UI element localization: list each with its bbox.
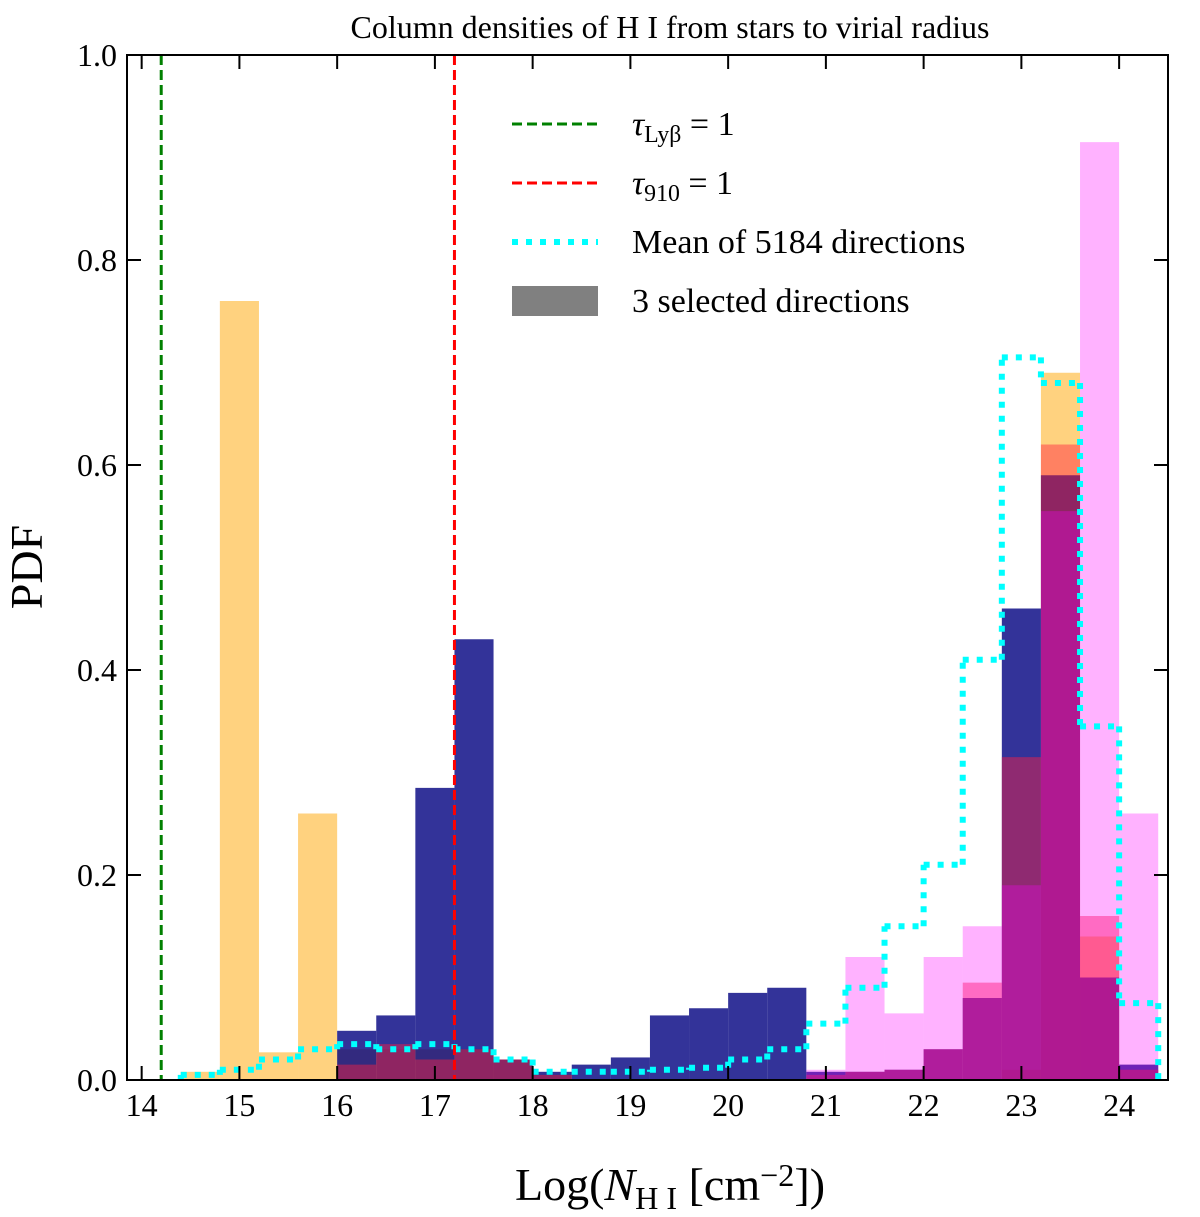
text-part: 3 selected directions bbox=[632, 283, 910, 320]
histogram-bar bbox=[298, 813, 338, 1080]
x-tick-label: 24 bbox=[1103, 1087, 1135, 1123]
y-tick-label: 1.0 bbox=[77, 37, 117, 73]
x-tick-label: 20 bbox=[712, 1087, 744, 1123]
y-tick-label: 0.2 bbox=[77, 857, 117, 893]
histogram-bar bbox=[845, 1071, 885, 1080]
histogram-bar bbox=[962, 998, 1002, 1080]
text-part: τ bbox=[632, 165, 646, 202]
text-part: ]) bbox=[794, 1159, 825, 1210]
x-tick-label: 18 bbox=[517, 1087, 549, 1123]
histogram-bar bbox=[1001, 608, 1041, 1080]
histogram-bar bbox=[1080, 916, 1120, 1080]
legend-label: Mean of 5184 directions bbox=[632, 224, 965, 261]
histogram-bar bbox=[219, 301, 259, 1080]
histogram-bar bbox=[1119, 1069, 1159, 1080]
histogram-bar bbox=[337, 1030, 377, 1080]
legend-label: τLyβ = 1 bbox=[632, 106, 735, 148]
text-part: Column densities of H I from stars to vi… bbox=[350, 9, 989, 45]
x-tick-label: 14 bbox=[126, 1087, 158, 1123]
histogram-bar bbox=[1001, 757, 1041, 1080]
text-part: Lyβ bbox=[644, 122, 681, 148]
histogram-bar bbox=[493, 1059, 533, 1080]
histogram-bar bbox=[532, 1071, 572, 1080]
y-tick-label: 0.0 bbox=[77, 1062, 117, 1098]
histogram-bar bbox=[884, 1013, 924, 1080]
x-axis-label: Log(NH I [cm−2]) bbox=[515, 1157, 825, 1216]
histogram-bar bbox=[962, 982, 1002, 1080]
histogram-bar bbox=[1040, 444, 1081, 1080]
x-tick-label: 16 bbox=[321, 1087, 353, 1123]
x-tick-label: 19 bbox=[614, 1087, 646, 1123]
histogram-bar bbox=[337, 1064, 377, 1080]
histogram-bar bbox=[923, 1049, 963, 1080]
histogram-bar bbox=[258, 1052, 299, 1080]
y-axis-label: PDF bbox=[1, 525, 52, 609]
x-tick-label: 22 bbox=[908, 1087, 940, 1123]
histogram-bar bbox=[493, 1059, 533, 1080]
text-part: = 1 bbox=[681, 106, 734, 143]
text-part: N bbox=[603, 1159, 637, 1210]
histogram-bar bbox=[845, 957, 885, 1080]
histogram-bar bbox=[1040, 475, 1081, 1080]
histogram-bar bbox=[1080, 142, 1120, 1080]
text-part: 910 bbox=[644, 181, 680, 207]
histogram-bar bbox=[767, 987, 807, 1080]
histogram-bar bbox=[1119, 813, 1159, 1080]
histogram-bar bbox=[454, 1049, 494, 1080]
histogram-bar bbox=[728, 992, 768, 1080]
histogram-bar bbox=[1001, 885, 1041, 1080]
histogram-bar bbox=[923, 1049, 963, 1080]
text-part: = 1 bbox=[680, 165, 733, 202]
legend-swatch bbox=[512, 286, 598, 316]
histogram-bar bbox=[884, 1069, 924, 1080]
x-tick-label: 17 bbox=[419, 1087, 451, 1123]
text-part: τ bbox=[632, 106, 646, 143]
histogram-bar bbox=[884, 1069, 924, 1080]
histogram-bar bbox=[1119, 1064, 1159, 1080]
histogram-bar bbox=[962, 926, 1002, 1080]
histogram-bar bbox=[845, 1071, 885, 1080]
x-tick-label: 23 bbox=[1005, 1087, 1037, 1123]
text-part: [cm bbox=[677, 1159, 760, 1210]
legend-label: 3 selected directions bbox=[632, 283, 910, 320]
y-tick-label: 0.4 bbox=[77, 652, 117, 688]
y-tick-label: 0.8 bbox=[77, 242, 117, 278]
y-tick-label: 0.6 bbox=[77, 447, 117, 483]
plot-frame bbox=[126, 54, 1169, 1081]
legend-label: τ910 = 1 bbox=[632, 165, 733, 207]
x-tick-label: 21 bbox=[810, 1087, 842, 1123]
text-part: −2 bbox=[760, 1157, 794, 1193]
text-part: H I bbox=[635, 1180, 677, 1216]
histogram-bar bbox=[532, 1074, 572, 1080]
text-part: Log( bbox=[515, 1159, 604, 1210]
chart-title: Column densities of H I from stars to vi… bbox=[350, 9, 989, 45]
histogram-bar bbox=[454, 639, 494, 1080]
x-tick-label: 15 bbox=[223, 1087, 255, 1123]
histogram-bar bbox=[923, 957, 963, 1080]
histogram-bar bbox=[1080, 977, 1120, 1080]
histogram-bar bbox=[415, 787, 455, 1080]
histogram-bar bbox=[1040, 511, 1081, 1080]
text-part: Mean of 5184 directions bbox=[632, 224, 965, 261]
